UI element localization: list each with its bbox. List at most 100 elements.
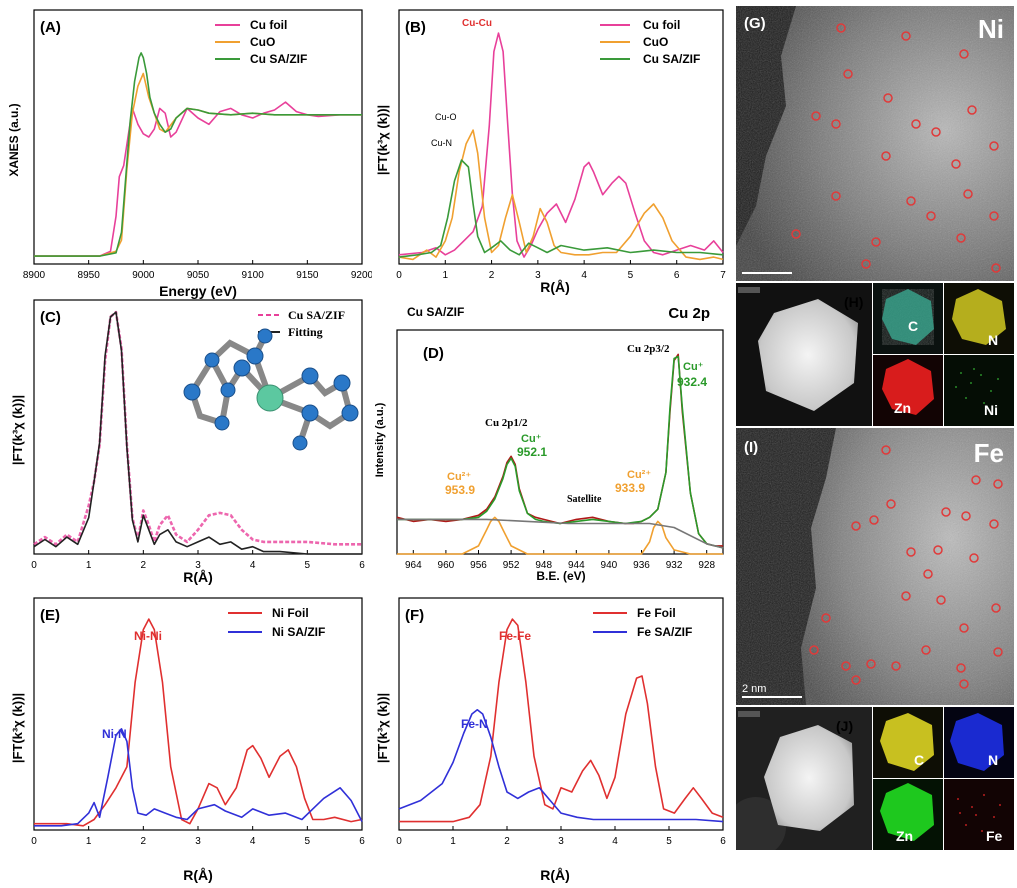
annotation-cu2-b: Cu²⁺ xyxy=(627,469,651,481)
eds-map-N-H: N xyxy=(944,283,1014,354)
x-tick-label-C-2: 2 xyxy=(141,560,147,571)
legend-label-B-1: CuO xyxy=(643,35,668,49)
ylabel-F: |FT(k³χ (k))| xyxy=(375,693,390,763)
panel-G-haadf-image: (G) Ni xyxy=(736,6,1014,281)
x-tick-label-D-3: 952 xyxy=(503,560,520,571)
xlabel-A: Energy (eV) xyxy=(159,283,237,299)
legend-label-B-2: Cu SA/ZIF xyxy=(643,52,700,66)
legend-F: Fe Foil Fe SA/ZIF xyxy=(593,606,692,639)
annotation-932: 932.4 xyxy=(677,375,707,389)
xlabel-D: B.E. (eV) xyxy=(536,569,585,583)
annotation-cu2p32: Cu 2p3/2 xyxy=(627,343,670,355)
panel-J-eds-maps: (J) C N Zn Fe xyxy=(736,707,1014,850)
eds-map-N-J: N xyxy=(944,707,1014,778)
single-atom-markers-G xyxy=(791,23,1001,273)
series-A-1 xyxy=(34,72,362,257)
x-tick-label-F-1: 1 xyxy=(450,836,456,847)
legend-A: Cu foil CuO Cu SA/ZIF xyxy=(215,18,307,66)
x-tick-label-D-8: 932 xyxy=(666,560,683,571)
legend-label-A-2: Cu SA/ZIF xyxy=(250,52,307,66)
panel-F: (F) Fe Foil Fe SA/ZIF Fe-Fe Fe-N |FT(k³χ… xyxy=(375,597,726,883)
legend-C: Cu SA/ZIF Fitting xyxy=(258,308,345,339)
x-tick-label-D-5: 944 xyxy=(568,560,585,571)
legend-label-C-0: Cu SA/ZIF xyxy=(288,308,345,322)
legend-label-F-0: Fe Foil xyxy=(637,606,676,620)
element-label-I: Fe xyxy=(974,438,1004,468)
annotation-ni-ni: Ni-Ni xyxy=(134,629,162,643)
x-tick-label-A-6: 9200 xyxy=(351,270,372,281)
svg-text:C: C xyxy=(908,318,918,334)
eds-map-C-J: C xyxy=(873,707,943,778)
panel-label-B: (B) xyxy=(405,19,426,36)
x-tick-label-B-6: 6 xyxy=(674,270,680,281)
legend-label-C-1: Fitting xyxy=(288,325,323,339)
legend-label-A-0: Cu foil xyxy=(250,18,287,32)
series-D-3 xyxy=(397,518,724,549)
xlabel-F: R(Å) xyxy=(540,867,570,883)
panel-B: (B) Cu foil CuO Cu SA/ZIF Cu-Cu Cu-O Cu-… xyxy=(375,9,726,295)
x-tick-label-E-2: 2 xyxy=(141,836,147,847)
panel-E: (E) Ni Foil Ni SA/ZIF Ni-Ni Ni-N |FT(k³χ… xyxy=(10,597,365,883)
legend-label-B-0: Cu foil xyxy=(643,18,680,32)
title-left-D: Cu SA/ZIF xyxy=(407,305,464,319)
x-tick-label-D-1: 960 xyxy=(438,560,455,571)
x-tick-label-E-5: 5 xyxy=(305,836,311,847)
x-tick-label-A-4: 9100 xyxy=(242,270,265,281)
series-C-0 xyxy=(33,310,362,546)
legend-label-F-1: Fe SA/ZIF xyxy=(637,625,692,639)
x-tick-label-E-6: 6 xyxy=(359,836,365,847)
series-D-2 xyxy=(397,516,723,555)
x-tick-label-B-3: 3 xyxy=(535,270,541,281)
annotation-cu2p12: Cu 2p1/2 xyxy=(485,417,528,429)
eds-map-Zn-J: Zn xyxy=(873,779,943,850)
x-tick-label-D-2: 956 xyxy=(470,560,487,571)
x-tick-label-A-3: 9050 xyxy=(187,270,210,281)
panel-label-H: (H) xyxy=(844,294,863,310)
series-E-0 xyxy=(34,618,363,827)
x-tick-label-C-5: 5 xyxy=(305,560,311,571)
annotation-fe-fe: Fe-Fe xyxy=(499,629,531,643)
annotation-cu1-a: Cu⁺ xyxy=(521,433,542,445)
x-tick-label-B-0: 0 xyxy=(396,270,402,281)
ylabel-D: Intensity (a.u.) xyxy=(374,402,386,477)
x-tick-label-A-2: 9000 xyxy=(132,270,155,281)
x-tick-label-A-1: 8950 xyxy=(78,270,101,281)
x-tick-label-D-4: 948 xyxy=(535,560,552,571)
panel-label-F: (F) xyxy=(405,607,424,624)
panel-label-I: (I) xyxy=(744,439,758,456)
plot-frame-A xyxy=(33,9,363,265)
x-tick-label-B-4: 4 xyxy=(581,270,587,281)
x-tick-label-E-1: 1 xyxy=(86,836,92,847)
x-tick-label-C-6: 6 xyxy=(359,560,365,571)
series-A-0 xyxy=(34,101,362,257)
panel-D: Cu SA/ZIF Cu 2p (D) Cu 2p1/2 Cu 2p3/2 Cu… xyxy=(374,305,724,583)
annotation-cu-n: Cu-N xyxy=(431,138,452,148)
annotation-satellite: Satellite xyxy=(567,494,602,505)
panel-label-D: (D) xyxy=(423,345,444,362)
panel-A: (A) Cu foil CuO Cu SA/ZIF XANES (a.u.) E… xyxy=(7,9,372,299)
ylabel-E: |FT(k³χ (k))| xyxy=(10,693,25,763)
panel-label-G: (G) xyxy=(744,15,766,32)
svg-text:Fe: Fe xyxy=(986,828,1003,844)
x-tick-label-B-5: 5 xyxy=(628,270,634,281)
title-right-D: Cu 2p xyxy=(668,305,710,322)
x-tick-label-E-3: 3 xyxy=(195,836,201,847)
eds-map-Fe-J: Fe xyxy=(944,779,1014,850)
legend-label-E-1: Ni SA/ZIF xyxy=(272,625,325,639)
eds-map-Ni-H: Ni xyxy=(944,355,1014,426)
ylabel-A: XANES (a.u.) xyxy=(7,103,21,176)
x-tick-label-D-7: 936 xyxy=(633,560,650,571)
x-tick-label-B-2: 2 xyxy=(489,270,495,281)
x-tick-label-F-5: 5 xyxy=(666,836,672,847)
svg-text:Zn: Zn xyxy=(896,828,913,844)
single-atom-markers-I xyxy=(809,445,1003,689)
x-tick-label-A-0: 8900 xyxy=(23,270,46,281)
x-tick-label-D-9: 928 xyxy=(698,560,715,571)
svg-text:N: N xyxy=(988,332,998,348)
x-tick-label-C-3: 3 xyxy=(195,560,201,571)
panel-label-C: (C) xyxy=(40,309,61,326)
ylabel-C: |FT(k³χ (k))| xyxy=(10,395,25,465)
panel-label-E: (E) xyxy=(40,607,60,624)
legend-label-A-1: CuO xyxy=(250,35,275,49)
panel-I-haadf-image: (I) Fe 2 nm xyxy=(736,428,1014,705)
